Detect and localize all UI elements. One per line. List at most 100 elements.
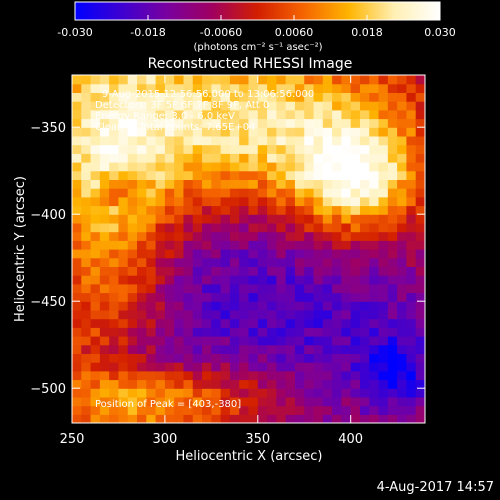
heatmap-cell bbox=[248, 179, 259, 189]
heatmap-cell bbox=[202, 266, 212, 276]
heatmap-cell bbox=[90, 240, 101, 250]
heatmap-cell bbox=[109, 292, 120, 302]
heatmap-cell bbox=[406, 283, 417, 294]
heatmap-cell bbox=[164, 240, 175, 250]
heatmap-cell bbox=[415, 414, 425, 423]
heatmap-cell bbox=[211, 144, 222, 154]
heatmap-cell bbox=[248, 205, 259, 215]
heatmap-cell bbox=[257, 240, 268, 250]
heatmap-cell bbox=[72, 266, 82, 276]
heatmap-cell bbox=[369, 388, 380, 398]
heatmap-cell bbox=[267, 196, 277, 207]
heatmap-cell bbox=[257, 362, 268, 372]
heatmap-cell bbox=[322, 92, 333, 102]
heatmap-cell bbox=[109, 388, 120, 398]
heatmap-cell bbox=[164, 275, 175, 285]
colorbar-tick-label: 0.0060 bbox=[275, 26, 314, 39]
heatmap-cell bbox=[304, 127, 315, 137]
heatmap-cell bbox=[155, 275, 166, 285]
heatmap-cell bbox=[359, 179, 370, 189]
heatmap-cell bbox=[127, 101, 138, 111]
heatmap-cell bbox=[146, 144, 157, 154]
heatmap-cell bbox=[164, 309, 175, 320]
heatmap-cell bbox=[211, 379, 222, 389]
heatmap-cell bbox=[90, 144, 101, 154]
heatmap-cell bbox=[285, 144, 296, 154]
heatmap-cell bbox=[137, 222, 147, 233]
heatmap-cell bbox=[332, 362, 342, 372]
colorbar-tick-label: -0.018 bbox=[130, 26, 165, 39]
heatmap-cell bbox=[406, 353, 417, 363]
heatmap-cell bbox=[415, 205, 425, 215]
heatmap-cell bbox=[118, 205, 129, 215]
heatmap-cell bbox=[378, 344, 389, 354]
heatmap-cell bbox=[109, 109, 120, 120]
heatmap-cell bbox=[248, 188, 259, 198]
heatmap-cell bbox=[211, 257, 222, 267]
y-tick-label: −350 bbox=[30, 121, 66, 136]
heatmap-cell bbox=[406, 205, 417, 215]
heatmap-cell bbox=[341, 135, 352, 146]
heatmap-cell bbox=[99, 240, 110, 250]
heatmap-cell bbox=[239, 309, 250, 320]
heatmap-cell bbox=[341, 196, 352, 207]
heatmap-cell bbox=[378, 231, 389, 241]
heatmap-cell bbox=[387, 396, 398, 407]
heatmap-cell bbox=[276, 240, 287, 250]
heatmap-cell bbox=[415, 405, 425, 415]
heatmap-cell bbox=[322, 379, 333, 389]
heatmap-cell bbox=[267, 205, 277, 215]
heatmap-cell bbox=[285, 75, 296, 85]
heatmap-cell bbox=[99, 83, 110, 93]
heatmap-cell bbox=[137, 283, 147, 294]
heatmap-cell bbox=[202, 153, 212, 163]
heatmap-cell bbox=[183, 318, 194, 328]
heatmap-cell bbox=[211, 414, 222, 423]
heatmap-cell bbox=[415, 101, 425, 111]
heatmap-cell bbox=[257, 153, 268, 163]
heatmap-cell bbox=[378, 240, 389, 250]
heatmap-cell bbox=[313, 292, 324, 302]
heatmap-cell bbox=[313, 388, 324, 398]
heatmap-cell bbox=[322, 396, 333, 407]
heatmap-cell bbox=[81, 144, 92, 154]
heatmap-cell bbox=[387, 179, 398, 189]
heatmap-cell bbox=[127, 249, 138, 259]
heatmap-cell bbox=[211, 179, 222, 189]
heatmap-cell bbox=[164, 144, 175, 154]
heatmap-cell bbox=[341, 101, 352, 111]
heatmap-cell bbox=[229, 92, 240, 102]
heatmap-cell bbox=[285, 109, 296, 120]
heatmap-cell bbox=[127, 309, 138, 320]
heatmap-cell bbox=[99, 379, 110, 389]
heatmap-cell bbox=[72, 92, 82, 102]
heatmap-cell bbox=[350, 292, 361, 302]
heatmap-cell bbox=[109, 344, 120, 354]
heatmap-cell bbox=[276, 318, 287, 328]
heatmap-cell bbox=[257, 83, 268, 93]
heatmap-cell bbox=[397, 318, 408, 328]
heatmap-cell bbox=[378, 109, 389, 120]
heatmap-cell bbox=[248, 257, 259, 267]
heatmap-cell bbox=[137, 205, 147, 215]
heatmap-cell bbox=[99, 301, 110, 311]
heatmap-cell bbox=[127, 414, 138, 423]
heatmap-cell bbox=[267, 309, 277, 320]
heatmap-cell bbox=[72, 301, 82, 311]
heatmap-cell bbox=[313, 249, 324, 259]
heatmap-cell bbox=[202, 249, 212, 259]
heatmap-cell bbox=[174, 257, 185, 267]
heatmap-cell bbox=[72, 109, 82, 120]
heatmap-cell bbox=[146, 257, 157, 267]
heatmap-cell bbox=[192, 336, 203, 346]
heatmap-cell bbox=[192, 109, 203, 120]
heatmap-cell bbox=[202, 144, 212, 154]
heatmap-cell bbox=[350, 249, 361, 259]
heatmap-cell bbox=[341, 327, 352, 337]
heatmap-cell bbox=[276, 370, 287, 381]
heatmap-cell bbox=[90, 379, 101, 389]
heatmap-cell bbox=[406, 396, 417, 407]
heatmap-cell bbox=[155, 170, 166, 180]
heatmap-cell bbox=[164, 353, 175, 363]
heatmap-cell bbox=[369, 275, 380, 285]
